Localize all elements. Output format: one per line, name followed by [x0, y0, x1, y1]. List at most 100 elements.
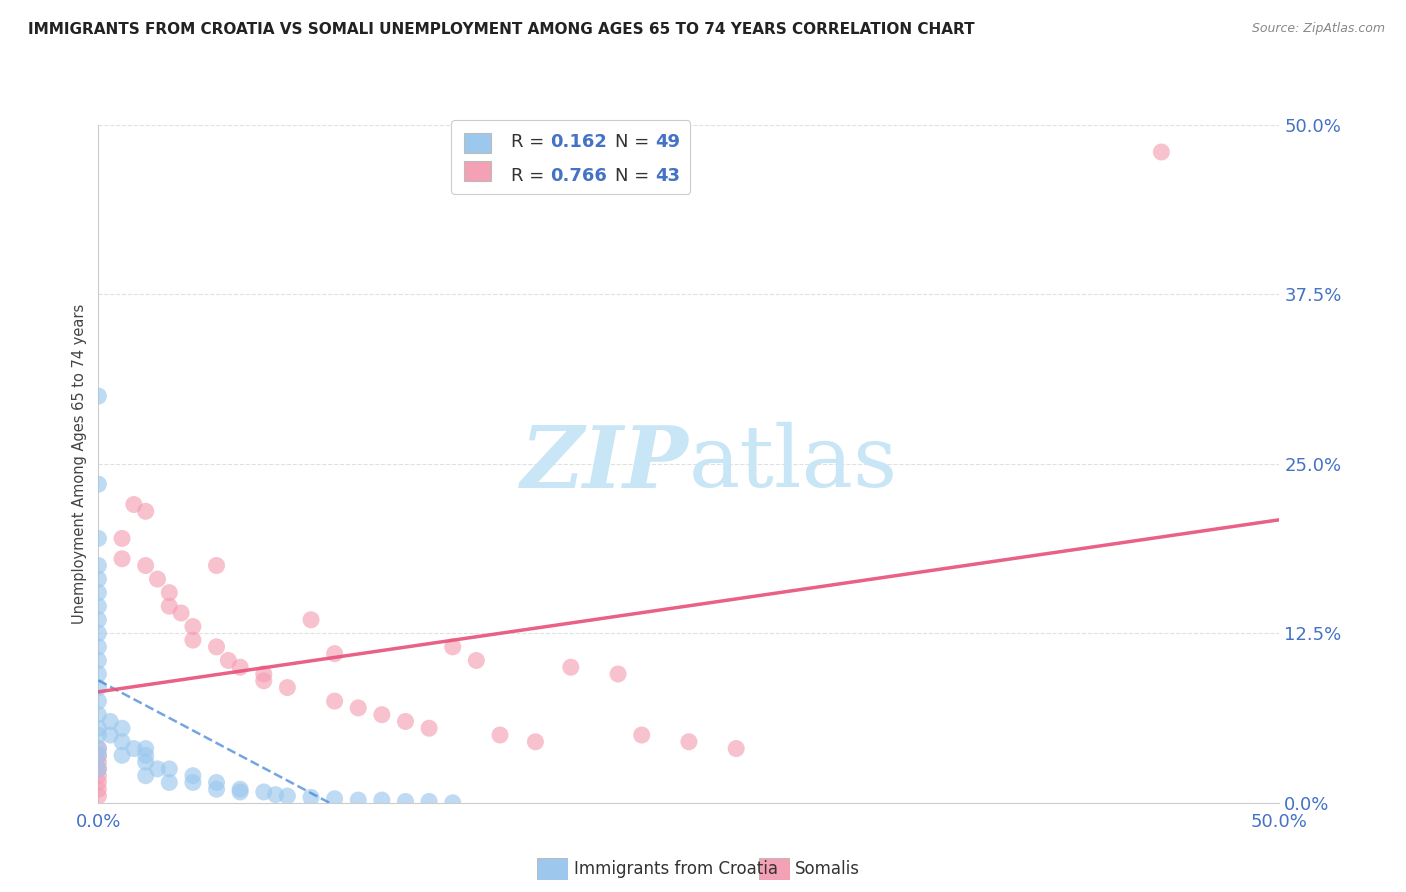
Point — [87, 748, 110, 763]
Text: Immigrants from Croatia: Immigrants from Croatia — [574, 860, 778, 878]
Point — [146, 572, 169, 586]
Point — [157, 762, 180, 776]
Point — [607, 667, 630, 681]
Point — [205, 640, 228, 654]
Point — [87, 789, 110, 803]
Point — [87, 572, 110, 586]
Point — [111, 721, 134, 735]
Point — [87, 728, 110, 742]
Point — [87, 762, 110, 776]
Point — [229, 782, 252, 797]
Point — [111, 735, 134, 749]
Point — [87, 741, 110, 756]
Point — [181, 769, 204, 783]
Point — [678, 735, 700, 749]
Y-axis label: Unemployment Among Ages 65 to 74 years: Unemployment Among Ages 65 to 74 years — [72, 303, 87, 624]
Point — [87, 782, 110, 797]
Point — [111, 532, 134, 546]
Point — [323, 694, 346, 708]
Point — [1150, 145, 1173, 159]
Point — [111, 748, 134, 763]
Point — [524, 735, 547, 749]
Point — [87, 694, 110, 708]
Point — [87, 762, 110, 776]
Point — [157, 599, 180, 614]
Point — [323, 791, 346, 805]
Point — [87, 721, 110, 735]
Text: Source: ZipAtlas.com: Source: ZipAtlas.com — [1251, 22, 1385, 36]
Point — [253, 667, 276, 681]
Text: 0.766: 0.766 — [550, 167, 607, 185]
Point — [217, 653, 239, 667]
Point — [323, 647, 346, 661]
Point — [87, 741, 110, 756]
Point — [205, 775, 228, 789]
Point — [347, 793, 370, 807]
Point — [371, 793, 394, 807]
Text: N =: N = — [614, 167, 655, 185]
Point — [170, 606, 193, 620]
Point — [264, 788, 287, 802]
Point — [560, 660, 582, 674]
Point — [87, 532, 110, 546]
Point — [630, 728, 652, 742]
Point — [87, 626, 110, 640]
Point — [725, 741, 748, 756]
Point — [87, 681, 110, 695]
Point — [157, 775, 180, 789]
Legend:                               ,                               : , — [451, 120, 690, 194]
Point — [299, 613, 322, 627]
Point — [205, 782, 228, 797]
Point — [157, 585, 180, 599]
Point — [87, 667, 110, 681]
Point — [87, 653, 110, 667]
Point — [111, 551, 134, 566]
Point — [87, 748, 110, 763]
Point — [465, 653, 488, 667]
Point — [87, 707, 110, 722]
Point — [87, 477, 110, 491]
Point — [135, 748, 157, 763]
Point — [87, 769, 110, 783]
Text: N =: N = — [614, 133, 655, 152]
Point — [418, 721, 440, 735]
Point — [135, 769, 157, 783]
Point — [87, 558, 110, 573]
Text: 49: 49 — [655, 133, 681, 152]
Point — [394, 714, 416, 729]
Point — [135, 741, 157, 756]
Point — [87, 755, 110, 769]
Point — [181, 775, 204, 789]
Point — [489, 728, 512, 742]
Point — [87, 775, 110, 789]
Text: 43: 43 — [655, 167, 681, 185]
Text: 0.162: 0.162 — [550, 133, 607, 152]
Point — [394, 794, 416, 808]
Point — [135, 755, 157, 769]
Point — [229, 660, 252, 674]
Point — [87, 389, 110, 403]
Point — [98, 714, 121, 729]
Point — [181, 619, 204, 633]
Point — [276, 789, 298, 803]
Point — [146, 762, 169, 776]
Text: R =: R = — [512, 167, 550, 185]
Point — [135, 504, 157, 518]
Point — [253, 673, 276, 688]
Point — [87, 585, 110, 599]
Point — [299, 790, 322, 805]
Text: atlas: atlas — [689, 422, 898, 506]
Text: Somalis: Somalis — [794, 860, 859, 878]
Point — [347, 701, 370, 715]
Text: R =: R = — [512, 133, 550, 152]
Text: ZIP: ZIP — [522, 422, 689, 506]
Point — [441, 640, 464, 654]
Point — [253, 785, 276, 799]
Point — [122, 741, 145, 756]
Point — [276, 681, 298, 695]
Text: IMMIGRANTS FROM CROATIA VS SOMALI UNEMPLOYMENT AMONG AGES 65 TO 74 YEARS CORRELA: IMMIGRANTS FROM CROATIA VS SOMALI UNEMPL… — [28, 22, 974, 37]
Point — [98, 728, 121, 742]
Point — [135, 558, 157, 573]
Point — [229, 785, 252, 799]
Point — [87, 613, 110, 627]
